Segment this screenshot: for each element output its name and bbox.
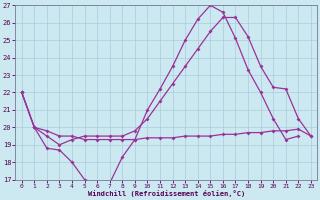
X-axis label: Windchill (Refroidissement éolien,°C): Windchill (Refroidissement éolien,°C) — [88, 190, 245, 197]
